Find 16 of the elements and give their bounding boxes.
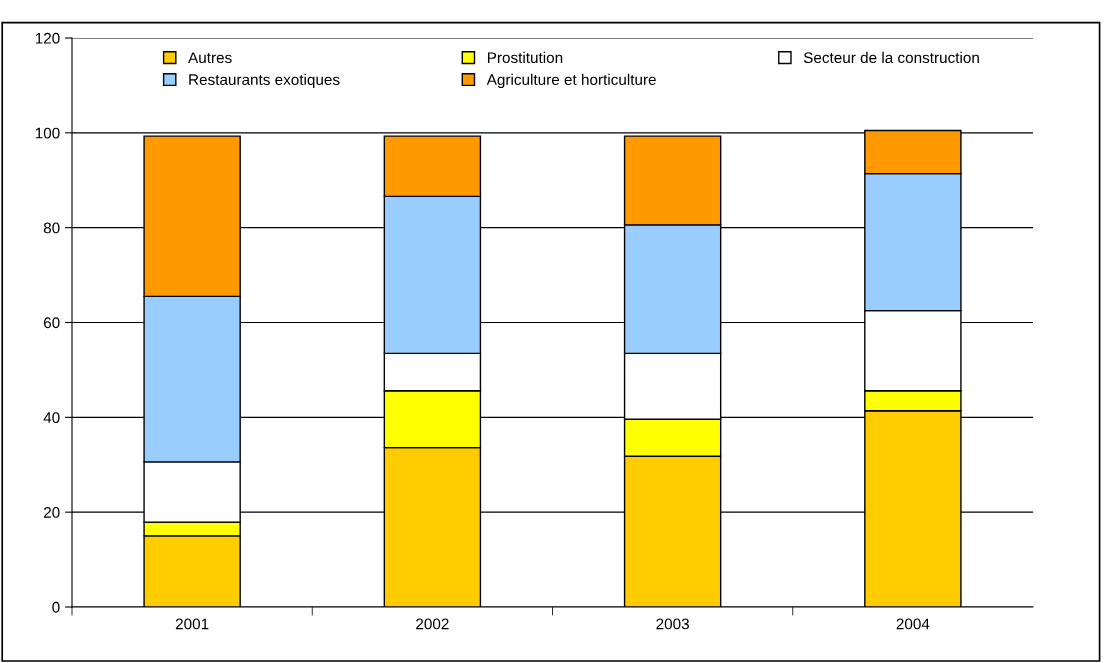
y-tick-label: 100	[35, 127, 60, 139]
x-tick-label: 2004	[896, 618, 930, 630]
y-tick-label: 40	[43, 412, 60, 424]
legend-label: Restaurants exotiques	[189, 73, 340, 89]
legend-label: Secteur de la construction	[803, 51, 979, 64]
legend-label: Prostitution	[487, 51, 563, 64]
y-tick-label: 20	[43, 507, 60, 518]
x-tick-label: 2002	[416, 618, 449, 630]
x-tick-label: 2003	[656, 618, 689, 630]
x-tick-label: 2001	[175, 618, 209, 630]
y-tick-label: 120	[35, 32, 60, 44]
legend-label: Agriculture et horticulture	[486, 73, 656, 89]
y-tick-label: 60	[43, 317, 60, 329]
legend-label: Autres	[188, 52, 232, 64]
y-tick-label: 0	[52, 601, 60, 613]
y-tick-label: 80	[43, 222, 60, 234]
